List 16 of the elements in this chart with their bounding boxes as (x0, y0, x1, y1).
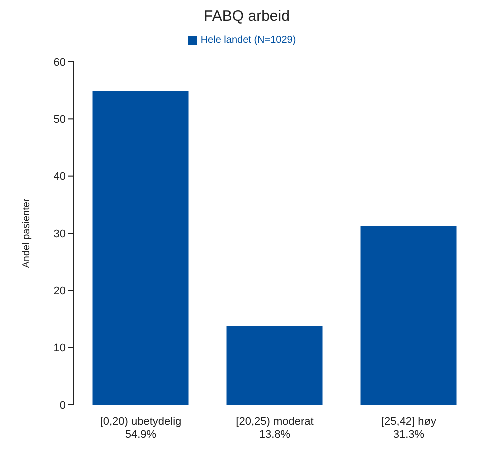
y-tick-label: 60 (54, 56, 66, 69)
y-tick-label: 10 (54, 342, 66, 355)
y-tick-label: 20 (54, 286, 66, 298)
bar (92, 91, 189, 405)
x-tick-label: [0,20) ubetydelig 54.9% (100, 416, 182, 441)
bar (226, 326, 323, 405)
chart-title: FABQ arbeid (203, 8, 291, 25)
y-tick-label: 30 (54, 228, 66, 240)
y-tick-label: 0 (60, 400, 66, 412)
legend-label: Hele landet (N=1029) (200, 35, 296, 46)
y-tick-label: 50 (54, 114, 66, 126)
x-tick-label: [20,25) moderat 13.8% (236, 416, 314, 441)
bar (360, 226, 457, 405)
x-tick-label: [25,42] høy 31.3% (381, 416, 438, 441)
y-tick-label: 40 (54, 171, 66, 184)
y-axis-title: Andel pasienter (22, 198, 33, 268)
